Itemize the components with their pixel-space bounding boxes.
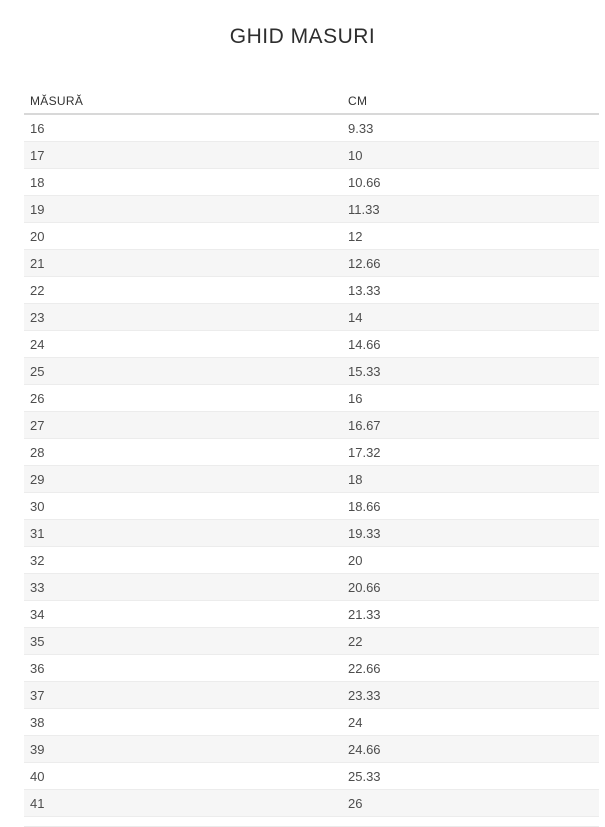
- table-row: 34 21.33: [24, 601, 599, 628]
- cm-cell: 10: [348, 147, 363, 163]
- cm-cell: 15.33: [348, 363, 381, 379]
- column-header-masura: MĂSURĂ: [30, 94, 84, 108]
- cm-cell: 23.33: [348, 687, 381, 703]
- size-cell: 21: [30, 255, 45, 271]
- size-cell: 22: [30, 282, 45, 298]
- table-row: 41 26: [24, 790, 599, 817]
- table-row: 21 12.66: [24, 250, 599, 277]
- size-cell: 16: [30, 120, 45, 136]
- cm-cell: 22.66: [348, 660, 381, 676]
- table-header-row: MĂSURĂ CM: [24, 94, 599, 115]
- size-cell: 39: [30, 741, 45, 757]
- size-cell: 36: [30, 660, 45, 676]
- cm-cell: 11.33: [348, 201, 380, 217]
- table-row: 33 20.66: [24, 574, 599, 601]
- table-row: 26 16: [24, 385, 599, 412]
- table-row: 38 24: [24, 709, 599, 736]
- table-row: 27 16.67: [24, 412, 599, 439]
- cm-cell: 24.66: [348, 741, 381, 757]
- size-cell: 28: [30, 444, 45, 460]
- table-row: 18 10.66: [24, 169, 599, 196]
- size-cell: 26: [30, 390, 45, 406]
- cm-cell: 12.66: [348, 255, 381, 271]
- size-guide-table: MĂSURĂ CM 16 9.33 17 10 18 10.66 19 11.33 20 12 21…: [24, 94, 599, 817]
- size-cell: 32: [30, 552, 45, 568]
- size-cell: 38: [30, 714, 45, 730]
- table-row: 24 14.66: [24, 331, 599, 358]
- table-row: 28 17.32: [24, 439, 599, 466]
- table-row: 40 25.33: [24, 763, 599, 790]
- size-cell: 40: [30, 768, 45, 784]
- cm-cell: 26: [348, 795, 363, 811]
- size-cell: 23: [30, 309, 45, 325]
- table-row: 23 14: [24, 304, 599, 331]
- size-cell: 19: [30, 201, 45, 217]
- size-cell: 37: [30, 687, 45, 703]
- size-cell: 41: [30, 795, 45, 811]
- cm-cell: 10.66: [348, 174, 381, 190]
- cm-cell: 25.33: [348, 768, 381, 784]
- table-row: 29 18: [24, 466, 599, 493]
- size-cell: 25: [30, 363, 45, 379]
- size-cell: 33: [30, 579, 45, 595]
- cm-cell: 18: [348, 471, 363, 487]
- table-body: 16 9.33 17 10 18 10.66 19 11.33 20 12 21 12.66 22 13.…: [24, 115, 599, 817]
- table-row: 16 9.33: [24, 115, 599, 142]
- page-title: GHID MASURI: [229, 25, 376, 48]
- cm-cell: 14: [348, 309, 363, 325]
- cm-cell: 22: [348, 633, 363, 649]
- cm-cell: 16.67: [348, 417, 381, 433]
- cm-cell: 21.33: [348, 606, 381, 622]
- size-cell: 24: [30, 336, 45, 352]
- cm-cell: 12: [348, 228, 363, 244]
- table-row: 32 20: [24, 547, 599, 574]
- table-row: 17 10: [24, 142, 599, 169]
- table-row: 31 19.33: [24, 520, 599, 547]
- size-cell: 35: [30, 633, 45, 649]
- cm-cell: 20.66: [348, 579, 381, 595]
- cm-cell: 17.32: [348, 444, 381, 460]
- size-cell: 29: [30, 471, 45, 487]
- table-row: 22 13.33: [24, 277, 599, 304]
- size-cell: 34: [30, 606, 45, 622]
- size-cell: 20: [30, 228, 45, 244]
- size-cell: 31: [30, 525, 45, 541]
- cm-cell: 16: [348, 390, 363, 406]
- size-cell: 17: [30, 147, 45, 163]
- size-cell: 18: [30, 174, 45, 190]
- size-cell: 30: [30, 498, 45, 514]
- table-row: 20 12: [24, 223, 599, 250]
- table-row: 30 18.66: [24, 493, 599, 520]
- table-row: 36 22.66: [24, 655, 599, 682]
- cm-cell: 14.66: [348, 336, 381, 352]
- column-header-cm: CM: [348, 94, 368, 108]
- cm-cell: 19.33: [348, 525, 381, 541]
- cm-cell: 24: [348, 714, 363, 730]
- cm-cell: 18.66: [348, 498, 381, 514]
- cm-cell: 13.33: [348, 282, 381, 298]
- table-row: 19 11.33: [24, 196, 599, 223]
- table-row: 25 15.33: [24, 358, 599, 385]
- table-row: 37 23.33: [24, 682, 599, 709]
- table-row: 39 24.66: [24, 736, 599, 763]
- cm-cell: 20: [348, 552, 363, 568]
- table-row: 35 22: [24, 628, 599, 655]
- cm-cell: 9.33: [348, 120, 374, 136]
- size-cell: 27: [30, 417, 45, 433]
